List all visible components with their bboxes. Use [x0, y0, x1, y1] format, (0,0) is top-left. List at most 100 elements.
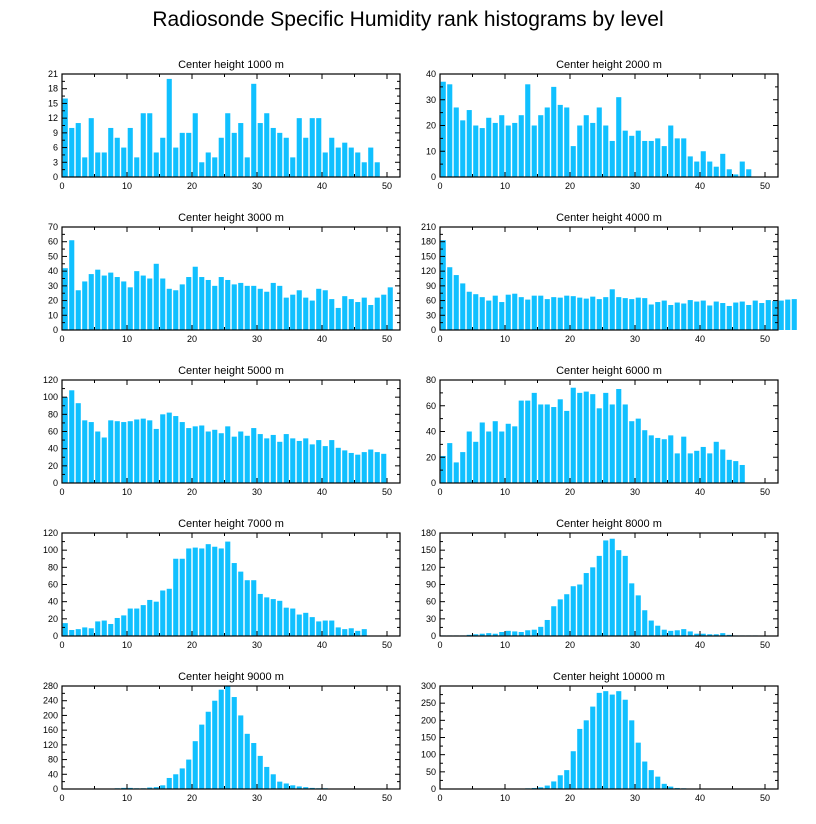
bar: [244, 285, 250, 330]
bar: [681, 436, 687, 483]
bar: [257, 593, 263, 636]
bar: [309, 118, 315, 177]
bar: [218, 689, 224, 789]
y-tick-label: 120: [43, 528, 58, 538]
bar: [134, 157, 140, 177]
bar: [668, 304, 674, 330]
bar: [512, 293, 518, 330]
bar: [492, 295, 498, 330]
bar: [512, 426, 518, 483]
x-tick-label: 0: [437, 334, 442, 344]
bar: [681, 303, 687, 330]
y-tick-label: 30: [426, 614, 436, 624]
bar: [322, 152, 328, 177]
bar: [342, 450, 348, 483]
bar: [733, 302, 739, 330]
bar: [69, 240, 75, 330]
bar: [173, 290, 179, 330]
chart-panel-10: Center height 10000 m 0 10 20 30 40 50 0 50 100 15…: [421, 671, 779, 803]
bar: [108, 272, 114, 330]
bar: [486, 300, 492, 330]
x-tick-label: 40: [695, 793, 705, 803]
x-tick-label: 30: [252, 487, 262, 497]
bar: [726, 169, 732, 177]
bar: [687, 156, 693, 177]
bar: [199, 724, 205, 789]
bar: [564, 594, 570, 636]
bar: [538, 626, 544, 636]
bar: [335, 447, 341, 483]
chart-panel-4: Center height 4000 m 0 10 20 30 40 50 0 30 60 90 12…: [421, 212, 797, 344]
bar: [707, 453, 713, 483]
bar: [557, 399, 563, 483]
bar: [140, 275, 146, 330]
bar: [179, 284, 185, 330]
plot-frame: [439, 532, 779, 637]
bar: [551, 781, 557, 789]
x-tick-label: 30: [630, 487, 640, 497]
bar: [700, 633, 706, 636]
bar: [140, 605, 146, 636]
bar: [257, 434, 263, 483]
bar: [62, 397, 68, 483]
x-tick-label: 10: [122, 640, 132, 650]
bar: [361, 629, 367, 636]
bar: [655, 776, 661, 789]
bar: [244, 157, 250, 177]
bar: [622, 298, 628, 330]
bar: [186, 428, 192, 483]
y-tick-label: 100: [43, 545, 58, 555]
bar: [147, 278, 153, 330]
bar: [283, 607, 289, 636]
bar: [361, 297, 367, 330]
bar: [583, 573, 589, 636]
y-tick-label: 40: [48, 444, 58, 454]
bar: [277, 132, 283, 177]
bar: [551, 606, 557, 636]
bar: [583, 298, 589, 330]
y-tick-label: 0: [53, 478, 58, 488]
panel-title: Center height 10000 m: [553, 671, 665, 683]
chart-panel-3: Center height 3000 m 0 10 20 30 40 50 0 10 20 30 40…: [48, 212, 401, 344]
bar: [244, 580, 250, 636]
bar: [596, 555, 602, 636]
x-tick-label: 20: [187, 640, 197, 650]
bar: [570, 751, 576, 789]
bar: [160, 278, 166, 330]
bar: [153, 601, 159, 636]
bar: [186, 277, 192, 330]
x-tick-label: 0: [437, 793, 442, 803]
y-tick-label: 20: [426, 452, 436, 462]
y-tick-label: 30: [426, 310, 436, 320]
bar: [114, 137, 120, 177]
bar: [212, 546, 218, 636]
bar: [538, 295, 544, 330]
x-tick-label: 10: [122, 334, 132, 344]
bar: [316, 621, 322, 636]
bar: [479, 297, 485, 330]
bar: [707, 634, 713, 636]
bar: [700, 151, 706, 177]
bar: [88, 422, 94, 483]
bar: [231, 284, 237, 330]
bar: [322, 620, 328, 636]
bar: [309, 300, 315, 330]
bar: [303, 137, 309, 177]
x-tick-label: 30: [630, 793, 640, 803]
bar: [160, 137, 166, 177]
bar: [635, 742, 641, 789]
bar: [127, 127, 133, 177]
bar: [733, 461, 739, 483]
bar: [492, 122, 498, 177]
bar: [290, 608, 296, 636]
bar: [381, 294, 387, 330]
bar: [283, 783, 289, 789]
bar: [642, 761, 648, 789]
bar: [616, 691, 622, 789]
bar: [160, 590, 166, 636]
y-tick-label: 6: [53, 143, 58, 153]
bar: [590, 296, 596, 330]
plot-frame: [61, 685, 401, 790]
y-tick-label: 20: [48, 296, 58, 306]
bar: [655, 138, 661, 177]
